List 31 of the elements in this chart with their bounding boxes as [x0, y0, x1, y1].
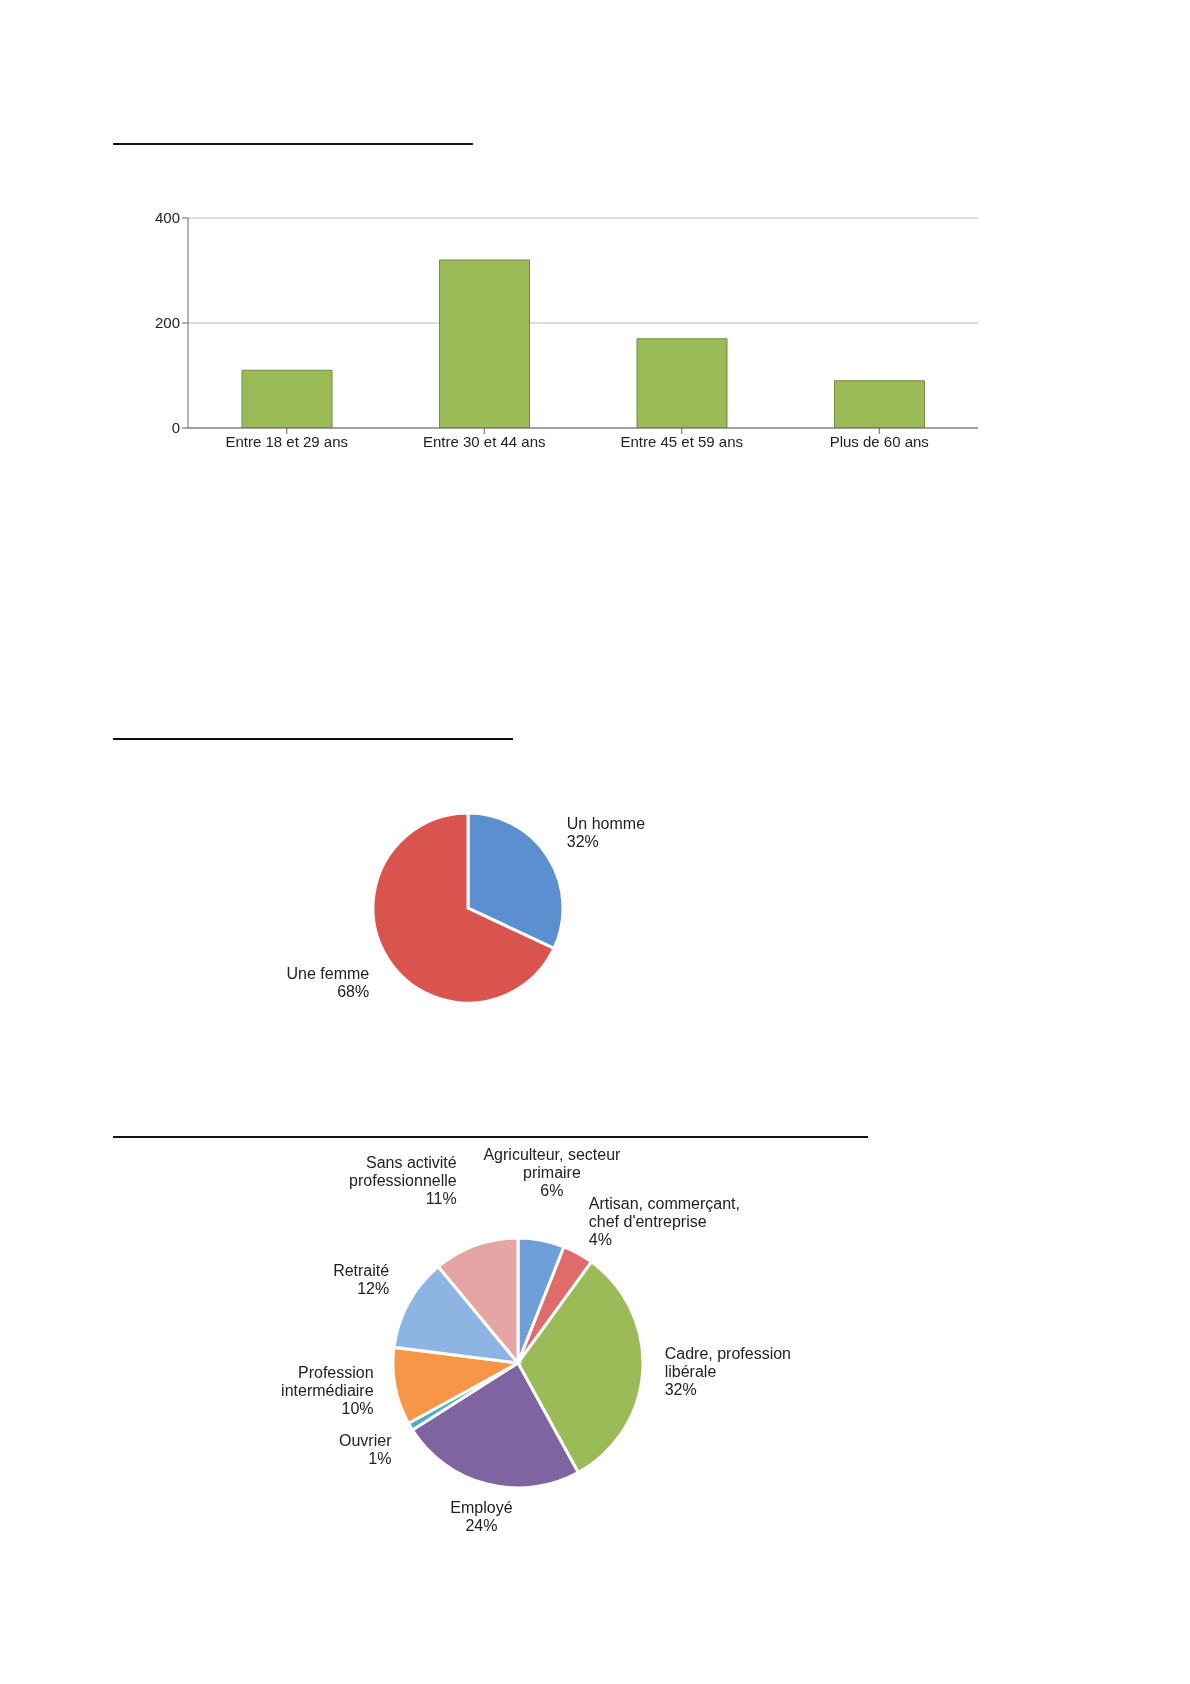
slice-label: Une femme: [286, 964, 370, 982]
slice-label: Employé: [450, 1499, 513, 1517]
bar: [636, 338, 728, 428]
data-label: 11%: [425, 1189, 457, 1207]
bar: [241, 369, 333, 428]
data-label: 32%: [664, 1381, 697, 1399]
data-label: 1%: [368, 1449, 392, 1467]
slice-label: Ouvrier: [339, 1431, 393, 1449]
data-label: 12%: [357, 1280, 390, 1298]
data-label: 10%: [341, 1399, 374, 1417]
slice-label: Cadre, profession libérale: [664, 1345, 792, 1381]
y-tick-label: 200: [154, 314, 180, 332]
y-tick-label: 0: [171, 419, 180, 437]
data-label: 4%: [588, 1231, 612, 1249]
x-tick-label: Plus de 60 ans: [829, 432, 929, 450]
bar: [439, 259, 530, 428]
slice-label: Sans activité professionnelle: [349, 1153, 457, 1189]
slice-label: Retraité: [333, 1262, 390, 1280]
slice-label: Profession intermédiaire: [281, 1363, 374, 1399]
data-label: 32%: [566, 833, 599, 851]
x-tick-label: Entre 18 et 29 ans: [225, 432, 349, 450]
bar: [834, 380, 925, 428]
slice-label: Artisan, commerçant, chef d'entreprise: [588, 1195, 740, 1231]
slice-label: Agriculteur, secteur primaire: [483, 1146, 622, 1182]
y-tick-label: 400: [154, 209, 180, 227]
x-tick-label: Entre 30 et 44 ans: [422, 432, 546, 450]
data-label: 6%: [540, 1182, 564, 1200]
data-label: 68%: [337, 982, 370, 1000]
data-label: 24%: [465, 1517, 498, 1535]
slice-label: Un homme: [566, 815, 646, 833]
x-tick-label: Entre 45 et 59 ans: [620, 432, 744, 450]
